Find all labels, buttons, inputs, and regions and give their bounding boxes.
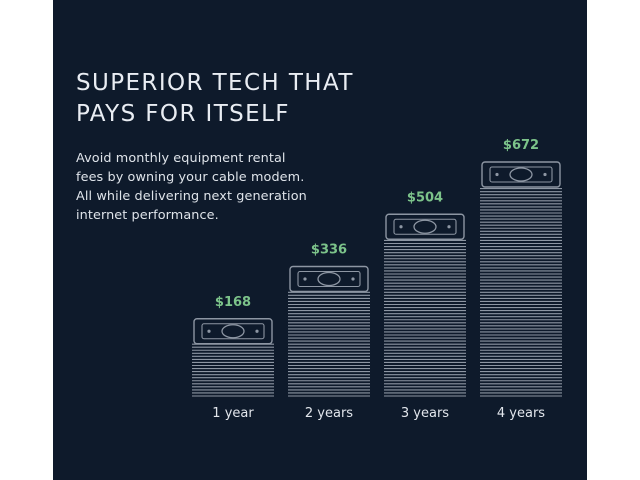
bill-top	[385, 213, 465, 240]
bill-portrait	[317, 271, 341, 287]
headline-line-1: SUPERIOR TECH THAT	[76, 70, 354, 96]
bill-dot-right	[255, 329, 259, 333]
description-line-4: internet performance.	[76, 208, 219, 223]
bill-top	[289, 265, 369, 293]
bill-dot-right	[351, 277, 355, 281]
bill-dot-right	[543, 172, 547, 177]
bill-inner-border	[297, 270, 361, 288]
description: Avoid monthly equipment rental fees by o…	[76, 149, 307, 225]
bill-portrait	[413, 219, 437, 234]
bill-dot-left	[399, 225, 403, 229]
bill-dot-right	[447, 225, 451, 229]
savings-chart: $168 1 year $336 2 years $504 3 years $672 4 ye…	[192, 138, 562, 421]
value-label-3: $504	[407, 190, 443, 205]
bar-4	[480, 161, 562, 397]
category-label-3: 3 years	[401, 406, 449, 421]
headline-line-2: PAYS FOR ITSELF	[76, 101, 290, 127]
value-label-1: $168	[215, 295, 251, 310]
category-label-4: 4 years	[497, 406, 545, 421]
bill-inner-border	[201, 323, 265, 340]
category-label-2: 2 years	[305, 406, 353, 421]
bill-inner-border	[393, 218, 457, 235]
infographic-panel: SUPERIOR TECH THAT PAYS FOR ITSELF Avoid…	[53, 0, 587, 480]
description-line-2: fees by owning your cable modem.	[76, 170, 305, 185]
bill-dot-left	[207, 329, 211, 333]
bar-2	[288, 265, 370, 397]
bill-top	[193, 318, 273, 345]
value-label-4: $672	[503, 138, 539, 153]
category-label-1: 1 year	[212, 406, 254, 421]
value-label-2: $336	[311, 243, 347, 258]
bill-portrait	[221, 324, 245, 339]
description-line-3: All while delivering next generation	[76, 189, 307, 204]
bar-1	[192, 318, 274, 397]
bill-top	[481, 161, 561, 188]
bill-dot-left	[303, 277, 307, 281]
headline: SUPERIOR TECH THAT PAYS FOR ITSELF	[76, 68, 354, 130]
bill-inner-border	[489, 166, 553, 183]
description-line-1: Avoid monthly equipment rental	[76, 151, 286, 166]
bar-3	[384, 213, 466, 397]
bill-portrait	[509, 167, 533, 182]
bill-dot-left	[495, 172, 499, 177]
